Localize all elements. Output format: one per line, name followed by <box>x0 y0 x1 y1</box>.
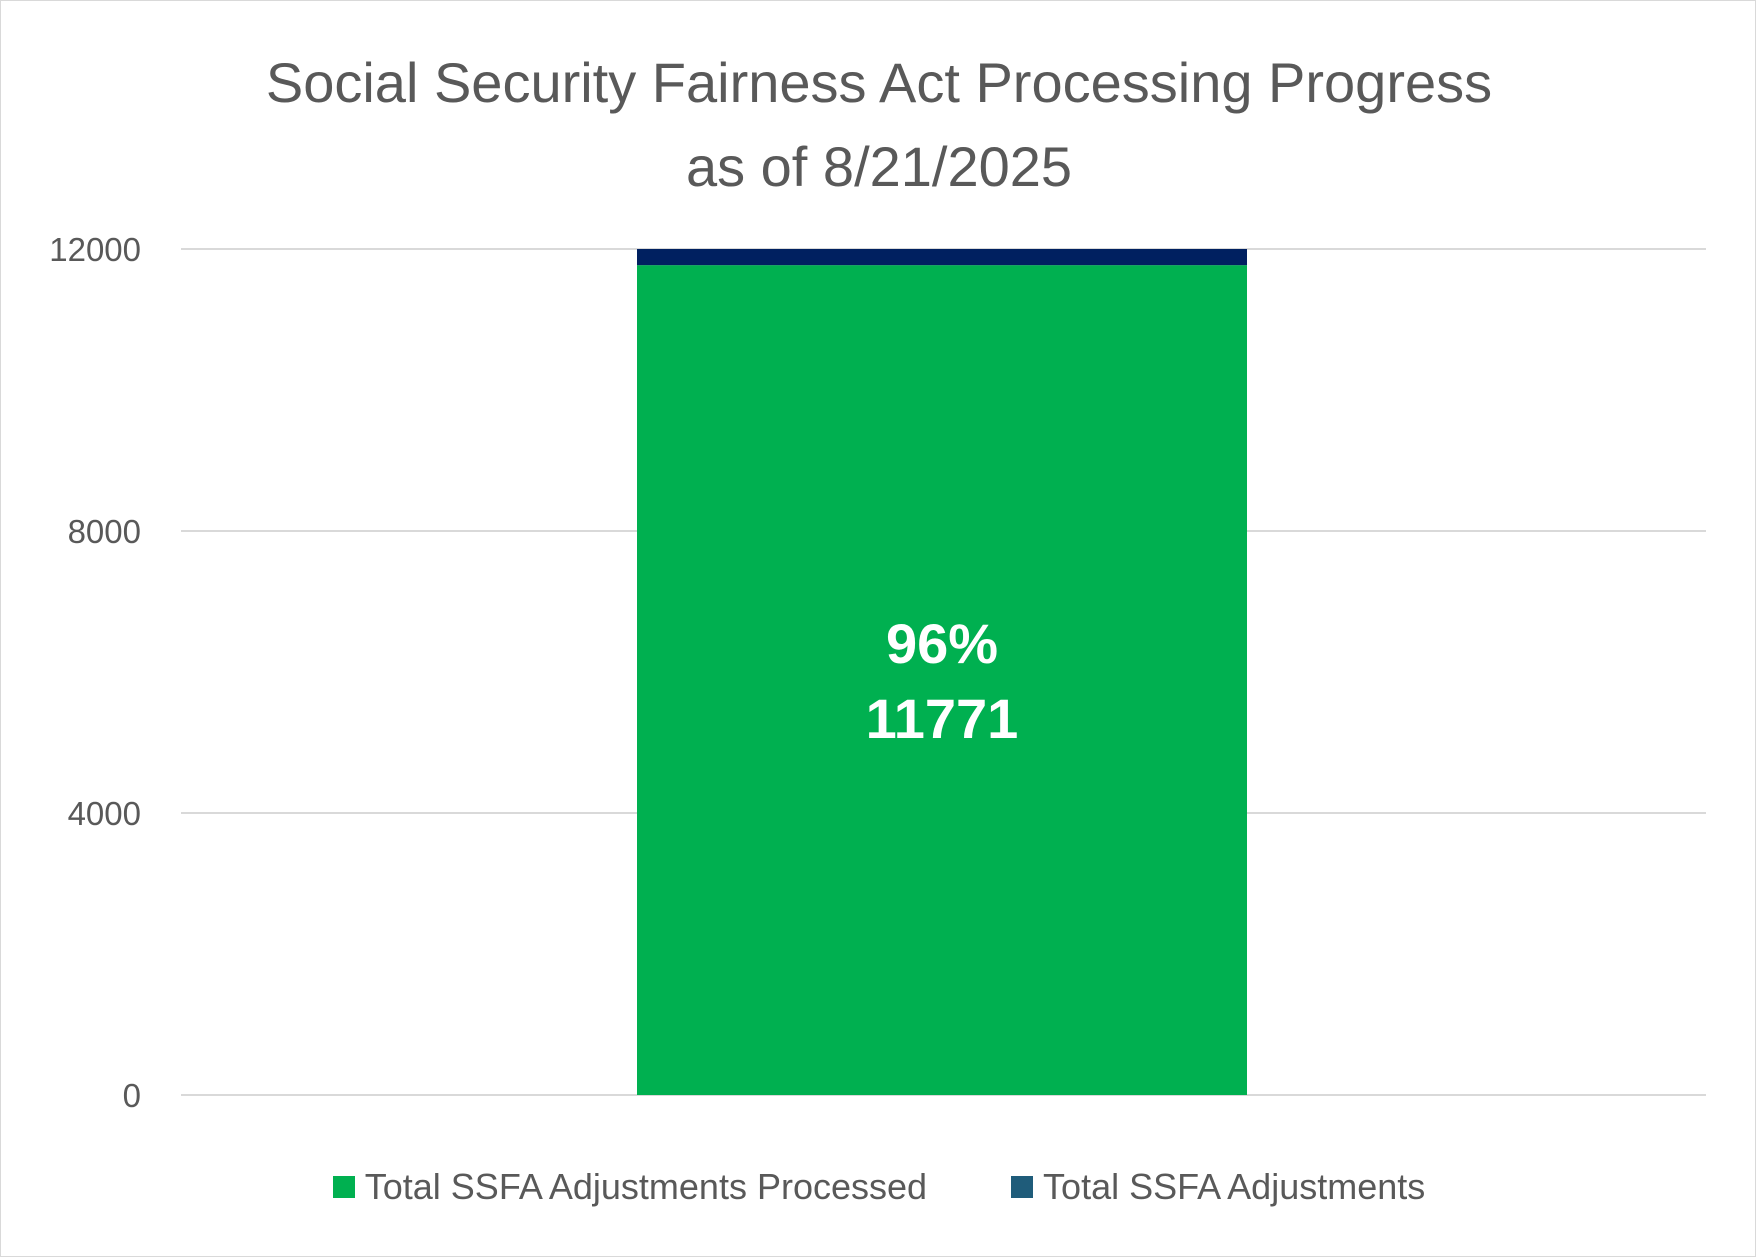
chart-subtitle: as of 8/21/2025 <box>685 135 1073 198</box>
chart-title: Social Security Fairness Act Processing … <box>265 51 1493 114</box>
legend-item-total[interactable]: Total SSFA Adjustments <box>1011 1165 1425 1209</box>
legend-label-processed: Total SSFA Adjustments Processed <box>364 1166 928 1207</box>
legend: Total SSFA Adjustments Processed Total S… <box>1 1165 1756 1209</box>
bars <box>637 249 1247 1095</box>
legend-swatch-processed <box>332 1176 355 1198</box>
legend-swatch-total <box>1011 1176 1034 1198</box>
bar-processed[interactable] <box>637 265 1247 1095</box>
chart-title-block: Social Security Fairness Act Processing … <box>1 41 1756 209</box>
bar-total-remaining[interactable] <box>637 249 1247 266</box>
data-labels: 96% 11771 <box>866 612 1019 750</box>
y-tick-label-12000: 12000 <box>49 231 141 268</box>
y-tick-label-8000: 8000 <box>68 513 141 550</box>
y-tick-label-0: 0 <box>123 1077 141 1114</box>
legend-label-total: Total SSFA Adjustments <box>1043 1166 1426 1207</box>
data-label-value: 11771 <box>866 687 1019 750</box>
data-label-percent: 96% <box>886 612 998 675</box>
y-tick-label-4000: 4000 <box>68 795 141 832</box>
legend-item-processed[interactable]: Total SSFA Adjustments Processed <box>332 1165 928 1209</box>
y-axis-tick-labels: 0 4000 8000 12000 <box>49 231 141 1114</box>
